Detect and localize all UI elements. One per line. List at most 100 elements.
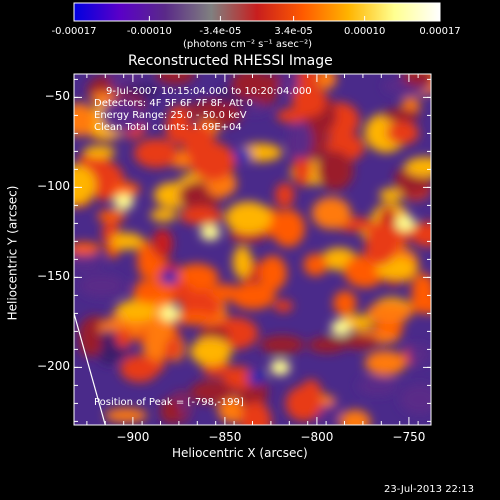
heatmap-texture-blob [316, 74, 337, 90]
heatmap-hotspot [159, 305, 180, 322]
heatmap-texture-blob [303, 253, 328, 276]
x-tick-label: −900 [116, 430, 150, 444]
heatmap-coldspot [234, 148, 253, 162]
heatmap-hotspot [330, 319, 351, 336]
y-tick-label: −50 [44, 89, 70, 104]
heatmap-texture-blob [292, 83, 327, 117]
heatmap-texture-blob [173, 311, 218, 326]
heatmap-texture-blob [78, 274, 126, 298]
heatmap-texture-blob [74, 165, 96, 205]
heatmap-texture-blob [311, 197, 351, 230]
heatmap-texture-blob [232, 245, 252, 279]
heatmap-texture-blob [357, 376, 398, 396]
y-axis-label: Heliocentric Y (arcsec) [5, 185, 20, 321]
heatmap-texture-blob [97, 209, 126, 223]
heatmap-texture-blob [386, 121, 419, 145]
heatmap-texture-blob [90, 91, 117, 105]
heatmap-texture-blob [74, 254, 103, 271]
heatmap-texture-blob [113, 83, 161, 100]
colorbar-units-label: (photons cm⁻² s⁻¹ asec⁻²) [183, 39, 313, 50]
heatmap-texture-blob [115, 299, 158, 322]
heatmap-texture-blob [190, 380, 234, 404]
y-tick-label: −200 [37, 359, 70, 374]
heatmap-texture-blob [120, 355, 159, 383]
heatmap-hotspot [113, 193, 134, 210]
heatmap-texture-blob [222, 366, 255, 390]
x-tick-label: −800 [300, 430, 334, 444]
heatmap-texture-blob [155, 74, 195, 85]
x-tick-label: −750 [392, 430, 426, 444]
heatmap-texture-blob [179, 206, 224, 225]
heatmap-texture-blob [404, 157, 431, 177]
heatmap-texture-blob [402, 74, 431, 87]
heatmap-texture-blob [184, 103, 207, 118]
heatmap-texture-blob [150, 208, 177, 222]
heatmap-texture-blob [133, 279, 160, 304]
heatmap-texture-blob [258, 255, 287, 291]
heatmap-texture-blob [160, 398, 182, 424]
heatmap-coldspot [247, 371, 266, 386]
colorbar-tick-label: -3.4e-05 [199, 26, 242, 37]
heatmap-texture-blob [411, 273, 431, 312]
heatmap-texture-blob [296, 74, 319, 87]
colorbar-ticks [73, 16, 441, 21]
heatmap-texture-blob [341, 334, 380, 350]
heatmap-texture-blob [333, 290, 357, 316]
heatmap-texture-blob [110, 232, 144, 250]
heatmap-texture-blob [285, 386, 322, 422]
heatmap-hotspot [270, 359, 291, 376]
info-detectors: Detectors: 4F 5F 6F 7F 8F, Att 0 [94, 98, 254, 109]
info-clean-counts: Clean Total counts: 1.69E+04 [94, 122, 242, 133]
heatmap-texture-blob [113, 182, 140, 197]
heatmap-texture-blob [365, 222, 400, 261]
heatmap-texture-blob [104, 408, 148, 423]
heatmap-texture-blob [134, 138, 179, 168]
x-axis-label: Heliocentric X (arcsec) [172, 446, 308, 460]
heatmap-texture-blob [399, 384, 431, 415]
x-tick-label: −850 [208, 430, 242, 444]
solar-limb-line [74, 313, 106, 425]
heatmap-texture-blob [307, 337, 347, 353]
heatmap-texture-blob [275, 182, 295, 208]
heatmap-texture-blob [74, 103, 96, 137]
heatmap-texture-blob [379, 188, 403, 202]
heatmap-texture-blob [157, 282, 175, 301]
info-energy-range: Energy Range: 25.0 - 50.0 keV [94, 110, 247, 121]
heatmap-texture-blob [110, 74, 127, 92]
heatmap-texture-blob [182, 124, 216, 162]
heatmap-texture-blob [74, 242, 102, 255]
heatmap-texture-blob [364, 350, 407, 376]
heatmap-texture-blob [83, 145, 116, 159]
heatmap-texture-blob [273, 300, 293, 312]
info-time-range: 9-Jul-2007 10:15:04.000 to 10:20:04.000 [106, 86, 312, 97]
heatmap-texture-blob [190, 337, 232, 366]
heatmap-texture-blob [317, 150, 349, 190]
plot-title: Reconstructed RHESSI Image [128, 53, 333, 69]
colorbar-tick-label: 0.00017 [419, 26, 461, 37]
timestamp: 23-Jul-2013 22:13 [384, 484, 475, 495]
peak-position-label: Position of Peak = [-798,-199] [94, 397, 244, 408]
colorbar-tick-label: -0.00017 [51, 26, 97, 37]
heatmap-texture-blob [259, 335, 305, 354]
heatmap-image [74, 74, 431, 425]
colorbar-tick-label: 0.00010 [343, 26, 386, 37]
heatmap-texture-blob [278, 74, 299, 94]
colorbar [73, 2, 441, 22]
heatmap-texture-blob [152, 228, 173, 259]
heatmap-texture-blob [230, 282, 276, 310]
heatmap-hotspot [395, 215, 416, 232]
heatmap-texture-blob [407, 344, 431, 365]
y-tick-label: −150 [37, 269, 70, 284]
heatmap-texture-blob [240, 401, 272, 425]
heatmap-texture-blob [289, 121, 313, 159]
axis-ticks [74, 74, 431, 425]
heatmap-texture-blob [225, 201, 272, 235]
colorbar-tick-label: -0.00010 [126, 26, 172, 37]
colorbar-tick-label: 3.4e-05 [274, 26, 313, 37]
heatmap-coldspot [160, 270, 179, 285]
heatmap-texture-blob [112, 114, 150, 127]
heatmap-texture-blob [205, 102, 242, 127]
heatmap-texture-blob [231, 74, 270, 100]
